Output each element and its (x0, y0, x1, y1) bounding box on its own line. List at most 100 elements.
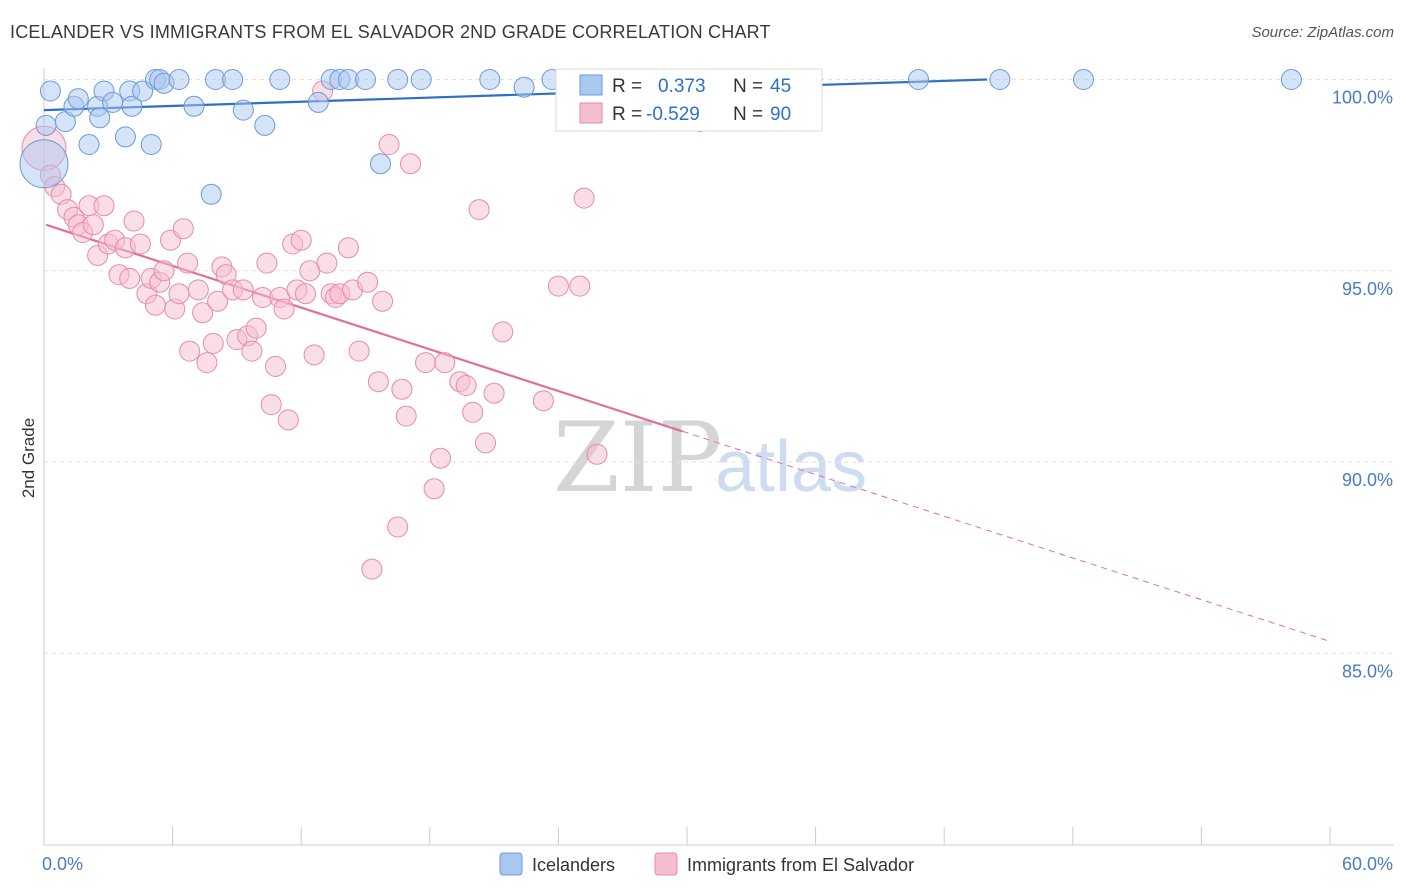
el-salvador-point (153, 260, 175, 282)
icelander-point (19, 139, 69, 189)
el-salvador-point (569, 275, 591, 297)
el-salvador-point (260, 394, 282, 416)
trend-lines (43, 78, 1331, 642)
el-salvador-point (573, 187, 595, 209)
legend-r-label-icelanders: R = (612, 76, 642, 97)
el-salvador-point (532, 390, 554, 412)
el-salvador-point (295, 283, 316, 305)
el-salvador-point (245, 317, 267, 339)
icelander-point (479, 69, 501, 90)
el-salvador-point (145, 294, 166, 316)
el-salvador-point (468, 199, 490, 221)
el-salvador-point (303, 344, 325, 366)
icelander-point (513, 76, 535, 98)
icelander-point (89, 107, 111, 129)
el-salvador-point (400, 153, 421, 175)
icelander-point (355, 69, 376, 90)
el-salvador-point (378, 134, 400, 155)
el-salvador-point (434, 352, 456, 374)
icelander-point (410, 69, 432, 90)
icelander-point (67, 88, 89, 110)
x-tick-label: 0.0% (42, 854, 83, 874)
el-salvador-point (372, 290, 394, 312)
icelander-point (121, 95, 143, 117)
el-salvador-point (168, 283, 190, 305)
chart-title: ICELANDER VS IMMIGRANTS FROM EL SALVADOR… (10, 22, 771, 42)
icelander-point (1073, 69, 1094, 90)
el-salvador-point (207, 290, 229, 312)
series-immigrants-el-salvador (21, 80, 711, 580)
el-salvador-point (119, 267, 141, 289)
legend-n-label-el-salvador: N = (733, 104, 763, 125)
icelander-point (269, 69, 291, 90)
el-salvador-point (361, 558, 383, 580)
el-salvador-point (387, 516, 409, 538)
el-salvador-point (430, 447, 451, 469)
el-salvador-point (93, 195, 115, 217)
icelander-point (370, 153, 391, 175)
el-salvador-point (395, 405, 417, 427)
el-salvador-point (179, 340, 201, 362)
legend-n-value-icelanders: 45 (770, 76, 791, 97)
legend-r-value-el-salvador: -0.529 (646, 104, 700, 125)
axes (43, 68, 1394, 846)
el-salvador-point (547, 275, 569, 297)
el-salvador-point (82, 214, 104, 236)
legend-r-label-el-salvador: R = (612, 104, 642, 125)
el-salvador-point (265, 355, 286, 377)
trend-extension-el-salvador (682, 430, 1331, 642)
y-tick-label: 100.0% (1332, 88, 1393, 108)
y-tick-label: 85.0% (1342, 661, 1393, 681)
legend-swatch-el-salvador (579, 102, 603, 124)
el-salvador-point (241, 340, 263, 362)
el-salvador-point (129, 233, 151, 255)
icelander-point (989, 69, 1011, 90)
el-salvador-point (455, 375, 477, 396)
legend-r-value-icelanders: 0.373 (658, 76, 706, 97)
grid-lines (44, 79, 1394, 654)
icelander-point (102, 91, 124, 113)
el-salvador-point (415, 352, 436, 374)
y-axis-title: 2nd Grade (19, 418, 38, 498)
bottom-legend-label-el-salvador: Immigrants from El Salvador (687, 855, 914, 875)
el-salvador-point (177, 252, 199, 274)
el-salvador-point (483, 382, 505, 404)
el-salvador-point (256, 252, 278, 274)
el-salvador-point (316, 252, 338, 274)
icelander-point (78, 134, 100, 155)
el-salvador-point (277, 409, 299, 431)
el-salvador-point (367, 371, 389, 393)
chart-source: Source: ZipAtlas.com (1251, 24, 1394, 41)
el-salvador-point (391, 378, 413, 400)
icelander-point (908, 69, 929, 90)
icelander-point (183, 95, 205, 117)
bottom-legend: Icelanders Immigrants from El Salvador (499, 852, 914, 876)
y-tick-label: 95.0% (1342, 279, 1393, 299)
el-salvador-point (337, 237, 359, 259)
icelander-point (254, 114, 276, 136)
legend-n-value-el-salvador: 90 (770, 104, 791, 125)
y-tick-labels: 85.0% 90.0% 95.0% 100.0% (1332, 88, 1393, 682)
el-salvador-point (187, 279, 209, 301)
el-salvador-point (202, 332, 224, 354)
x-tick-label: 60.0% (1342, 854, 1393, 874)
icelander-point (307, 91, 329, 113)
el-salvador-point (172, 218, 194, 240)
icelander-point (232, 99, 254, 121)
el-salvador-point (462, 401, 484, 423)
stats-legend: R = 0.373 N = 45 R = -0.529 N = 90 (555, 68, 823, 132)
bottom-legend-swatch-el-salvador (654, 852, 678, 876)
y-tick-label: 90.0% (1342, 470, 1393, 490)
icelander-point (114, 126, 136, 148)
el-salvador-point (348, 340, 370, 362)
bottom-legend-swatch-icelanders (499, 852, 523, 876)
x-tick-labels: 0.0% 60.0% (42, 854, 1393, 874)
legend-swatch-icelanders (579, 74, 603, 96)
el-salvador-point (123, 210, 145, 232)
icelander-point (1280, 69, 1302, 90)
el-salvador-point (232, 279, 254, 301)
el-salvador-point (423, 478, 445, 500)
el-salvador-point (273, 298, 295, 320)
el-salvador-point (192, 302, 214, 324)
